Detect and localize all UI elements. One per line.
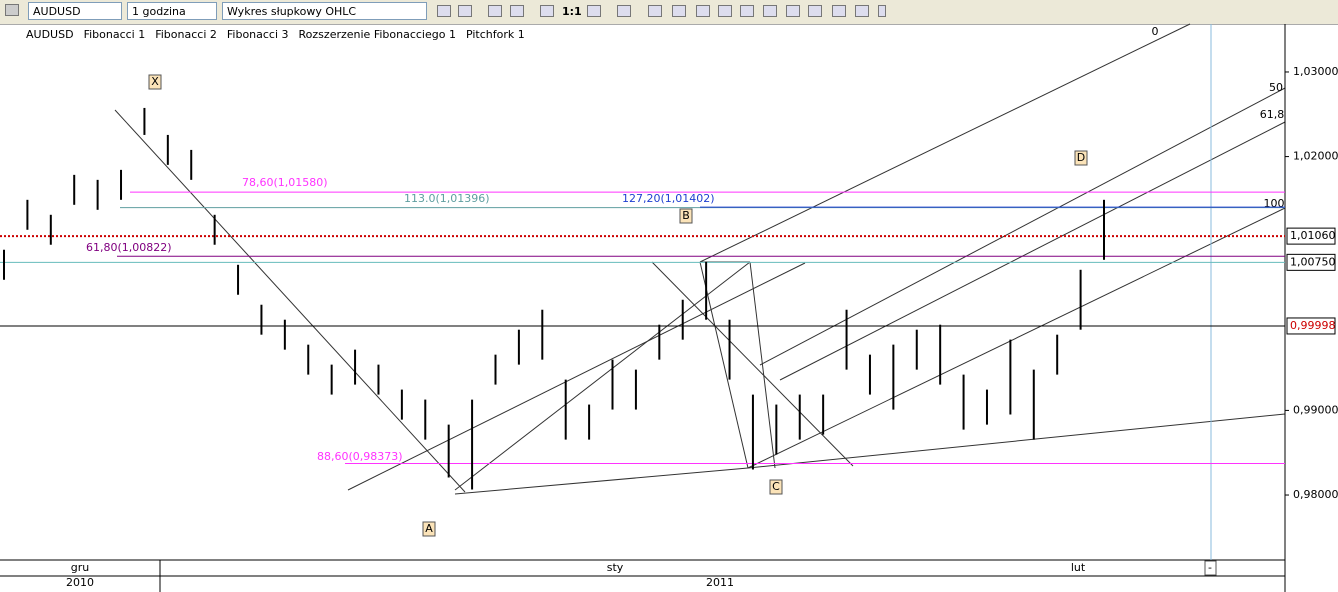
indicator[interactable]: Rozszerzenie Fibonacciego 1 [298, 28, 456, 41]
fib-label: 88,60(0,98373) [317, 450, 403, 463]
symbol: AUDUSD [33, 5, 81, 18]
tool[interactable] [878, 5, 886, 17]
tool[interactable] [832, 5, 846, 17]
tool[interactable] [718, 5, 732, 17]
tool[interactable] [786, 5, 800, 17]
time-label: sty [607, 561, 624, 574]
price-tick-label: 1,03000 [1293, 65, 1338, 78]
tool[interactable] [488, 5, 502, 17]
price-tick-label: 1,02000 [1293, 150, 1338, 163]
indicator[interactable]: Fibonacci 1 [83, 28, 146, 41]
menu-button[interactable] [5, 4, 19, 16]
price-box [1286, 253, 1336, 271]
wave-label: C [772, 480, 780, 493]
tool[interactable] [458, 5, 472, 17]
wave-box [422, 521, 436, 537]
price-box [1286, 227, 1336, 245]
tool[interactable] [617, 5, 631, 17]
symbol-box[interactable]: AUDUSD [28, 2, 122, 20]
cursor-box [1204, 560, 1217, 576]
time-label: gru [71, 561, 89, 574]
wave-label: X [151, 75, 159, 88]
wave-label: A [425, 522, 433, 535]
indicator[interactable]: AUDUSD [26, 28, 74, 41]
fib-label: 78,60(1,01580) [242, 176, 328, 189]
timeframe: 1 godzina [132, 5, 186, 18]
tool[interactable] [740, 5, 754, 17]
wave-label: D [1077, 151, 1085, 164]
tool[interactable] [587, 5, 601, 17]
indicator-bar: AUDUSD Fibonacci 1 Fibonacci 2 Fibonacci 3 R… [26, 28, 535, 41]
toolbar: AUDUSD 1 godzina Wykres słupkowy OHLC 1:… [0, 0, 1338, 25]
tool[interactable] [763, 5, 777, 17]
chart-type-select[interactable]: Wykres słupkowy OHLC [222, 2, 427, 20]
wave-box [148, 74, 162, 90]
fib-label: 61,80(1,00822) [86, 241, 172, 254]
cursor-label: - [1208, 561, 1212, 574]
year-label: 2011 [706, 576, 734, 589]
wave-box [769, 479, 783, 495]
tool[interactable] [540, 5, 554, 17]
indicator[interactable]: Fibonacci 2 [155, 28, 217, 41]
price-box [1286, 317, 1336, 335]
tool[interactable] [672, 5, 686, 17]
year-label: 2010 [66, 576, 94, 589]
wave-box [679, 208, 693, 224]
price-box-label: 1,00750 [1290, 255, 1336, 268]
tool[interactable] [437, 5, 451, 17]
pitchfork-label: 50 [1269, 81, 1283, 94]
tool[interactable] [696, 5, 710, 17]
time-label: lut [1071, 561, 1086, 574]
zoom[interactable]: 1:1 [562, 5, 582, 18]
fib-label: 127,20(1,01402) [622, 192, 715, 205]
indicator[interactable]: Fibonacci 3 [226, 28, 289, 41]
fib-label: 113.0(1,01396) [404, 192, 490, 205]
wave-box [1074, 150, 1088, 166]
chart-type: Wykres słupkowy OHLC [227, 5, 357, 18]
pitchfork-label: 0 [1152, 25, 1159, 38]
timeframe-select[interactable]: 1 godzina [127, 2, 217, 20]
price-tick-label: 0,99000 [1293, 403, 1338, 416]
trendlines [114, 23, 1286, 495]
tool[interactable] [648, 5, 662, 17]
pitchfork-label: 61,8 [1260, 108, 1285, 121]
price-tick-label: 0,98000 [1293, 488, 1338, 501]
wave-label: B [682, 209, 690, 222]
indicator[interactable]: Pitchfork 1 [465, 28, 525, 41]
tool[interactable] [855, 5, 869, 17]
tool[interactable] [510, 5, 524, 17]
price-box-label: 0,99998 [1290, 319, 1336, 332]
price-box-label: 1,01060 [1290, 229, 1336, 242]
tool[interactable] [808, 5, 822, 17]
